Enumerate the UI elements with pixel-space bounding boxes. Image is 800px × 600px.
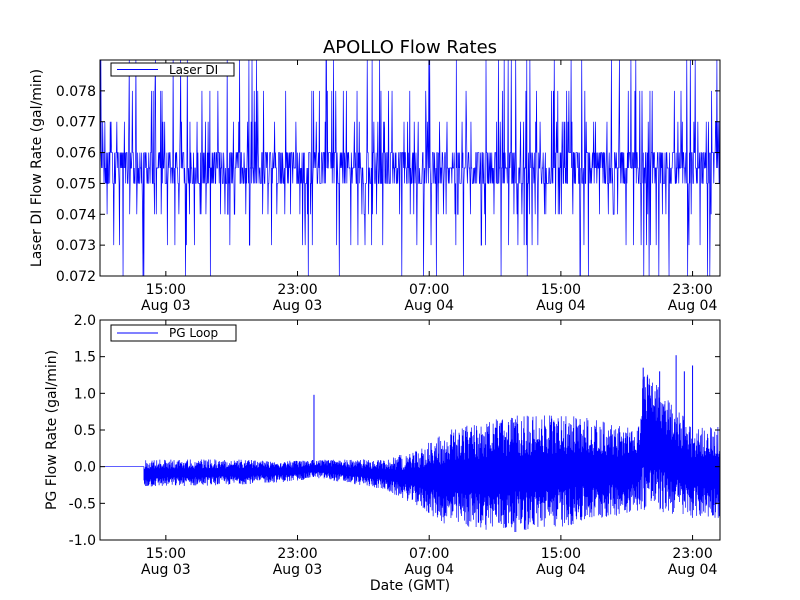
pg-loop-series <box>100 355 720 533</box>
top-ytick-label: 0.072 <box>56 269 96 285</box>
bottom-xtick-date: Aug 04 <box>404 562 454 578</box>
top-xtick-time: 15:00 <box>146 282 186 298</box>
top-xtick-date: Aug 03 <box>141 298 191 314</box>
top-xtick-time: 07:00 <box>409 282 449 298</box>
top-ytick-label: 0.073 <box>56 238 96 254</box>
top-ytick-label: 0.075 <box>56 176 96 192</box>
top-y-axis-label: Laser DI Flow Rate (gal/min) <box>29 69 45 267</box>
top-xtick-date: Aug 03 <box>273 298 323 314</box>
bottom-xtick-date: Aug 04 <box>668 562 718 578</box>
top-legend-box <box>110 62 235 77</box>
bottom-legend-label: PG Loop <box>169 326 218 340</box>
top-xtick-date: Aug 04 <box>536 298 586 314</box>
bottom-xtick-time: 15:00 <box>541 546 581 562</box>
laser-di-series <box>100 60 720 276</box>
top-legend-label: Laser DI <box>169 63 218 77</box>
top-ytick-label: 0.074 <box>56 207 96 223</box>
top-xtick-time: 23:00 <box>672 282 712 298</box>
bottom-ytick-label: 0.0 <box>74 460 96 476</box>
bottom-xtick-date: Aug 03 <box>141 562 191 578</box>
bottom-y-axis-label: PG Flow Rate (gal/min) <box>44 350 60 510</box>
x-axis-label: Date (GMT) <box>370 578 450 594</box>
top-ytick-label: 0.076 <box>56 146 96 162</box>
pg-loop-line <box>100 374 720 533</box>
top-panel: 0.072 0.073 0.074 0.075 0.076 0.077 0.078 15:0… <box>29 59 721 314</box>
bottom-legend: PG Loop <box>110 324 237 342</box>
bottom-ytick-label: 1.5 <box>74 350 96 366</box>
top-legend: Laser DI <box>110 62 235 77</box>
bottom-xtick-time: 15:00 <box>146 546 186 562</box>
top-xtick-date: Aug 04 <box>404 298 454 314</box>
bottom-xtick-date: Aug 03 <box>273 562 323 578</box>
top-xtick-date: Aug 04 <box>668 298 718 314</box>
top-xtick-time: 23:00 <box>277 282 317 298</box>
bottom-y-ticks: -1.0 -0.5 0.0 0.5 1.0 1.5 2.0 <box>69 313 720 549</box>
bottom-xtick-time: 23:00 <box>672 546 712 562</box>
bottom-xtick-time: 07:00 <box>409 546 449 562</box>
chart-title: APOLLO Flow Rates <box>323 37 497 58</box>
top-axes-frame <box>99 59 721 277</box>
bottom-xtick-time: 23:00 <box>277 546 317 562</box>
top-y-ticks: 0.072 0.073 0.074 0.075 0.076 0.077 0.078 <box>56 84 720 285</box>
top-xtick-time: 15:00 <box>541 282 581 298</box>
bottom-ytick-label: -1.0 <box>69 533 96 549</box>
top-ytick-label: 0.077 <box>56 115 96 131</box>
bottom-ytick-label: 1.0 <box>74 386 96 402</box>
top-ytick-label: 0.078 <box>56 84 96 100</box>
bottom-ytick-label: 0.5 <box>74 423 96 439</box>
bottom-ytick-label: 2.0 <box>74 313 96 329</box>
bottom-ytick-label: -0.5 <box>69 496 96 512</box>
bottom-xtick-date: Aug 04 <box>536 562 586 578</box>
laser-di-line <box>100 60 720 276</box>
bottom-legend-box <box>110 324 237 342</box>
